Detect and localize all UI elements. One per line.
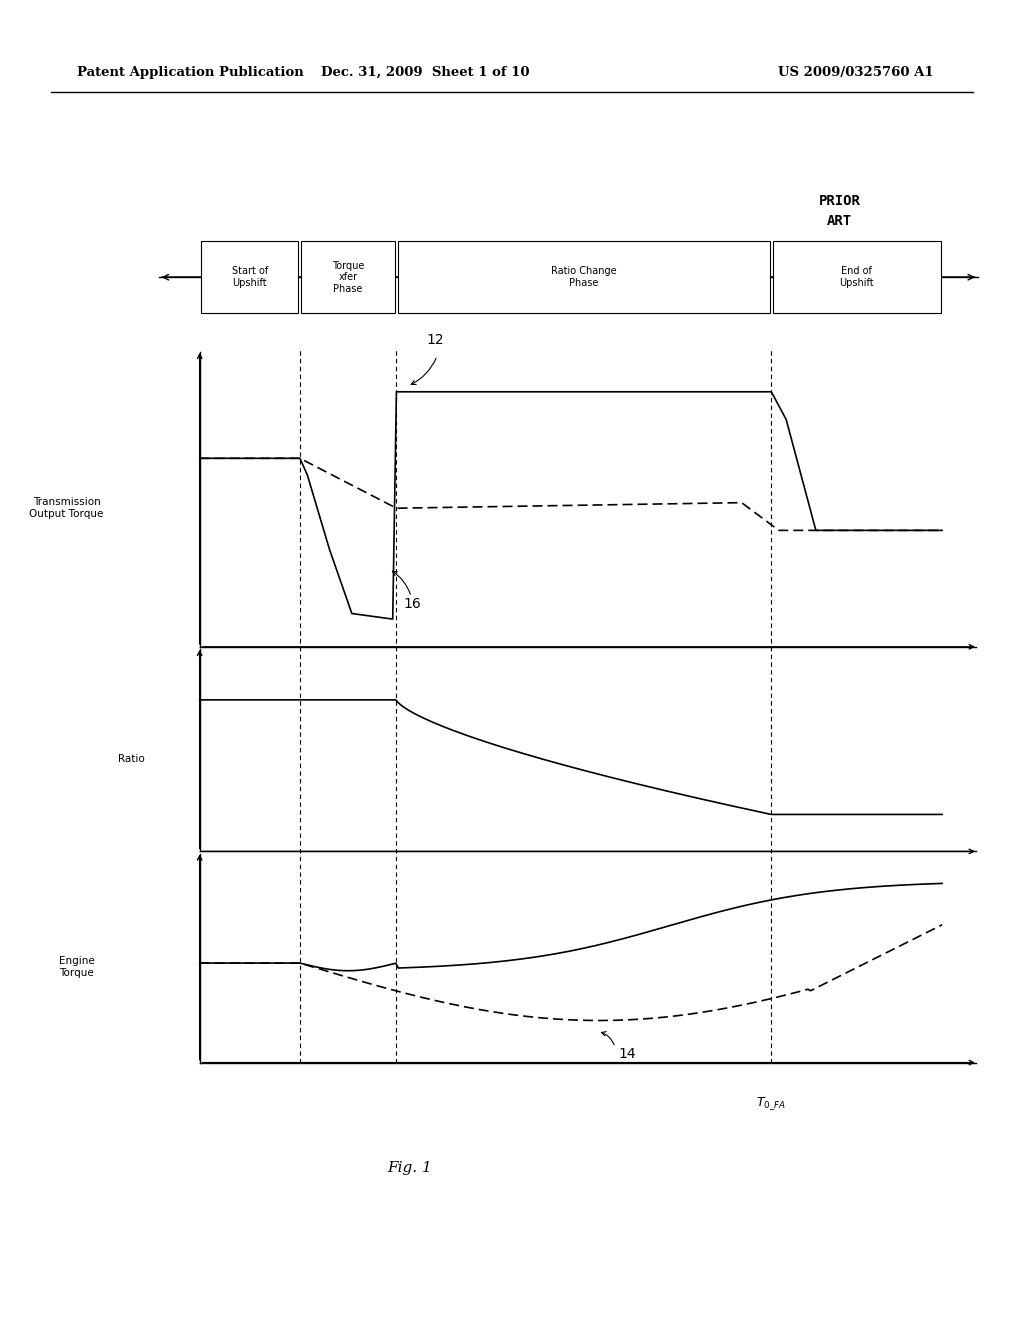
FancyBboxPatch shape	[301, 240, 395, 313]
FancyBboxPatch shape	[201, 240, 298, 313]
Text: Patent Application Publication: Patent Application Publication	[77, 66, 303, 79]
Text: $T_{0\_FA}$: $T_{0\_FA}$	[757, 1096, 786, 1113]
Text: 16: 16	[403, 597, 422, 611]
Text: End of
Upshift: End of Upshift	[840, 267, 874, 288]
Text: US 2009/0325760 A1: US 2009/0325760 A1	[778, 66, 934, 79]
Text: 14: 14	[617, 1047, 636, 1061]
Text: Transmission
Output Torque: Transmission Output Torque	[30, 498, 103, 519]
Text: Dec. 31, 2009  Sheet 1 of 10: Dec. 31, 2009 Sheet 1 of 10	[321, 66, 529, 79]
Text: Engine
Torque: Engine Torque	[59, 956, 94, 978]
FancyBboxPatch shape	[773, 240, 941, 313]
Text: Fig. 1: Fig. 1	[387, 1162, 432, 1175]
FancyBboxPatch shape	[398, 240, 770, 313]
Text: Torque
xfer
Phase: Torque xfer Phase	[332, 260, 365, 294]
Text: PRIOR
ART: PRIOR ART	[819, 194, 860, 228]
Text: Ratio: Ratio	[118, 754, 144, 764]
Text: Start of
Upshift: Start of Upshift	[231, 267, 268, 288]
Text: Ratio Change
Phase: Ratio Change Phase	[551, 267, 616, 288]
Text: 12: 12	[426, 334, 443, 347]
